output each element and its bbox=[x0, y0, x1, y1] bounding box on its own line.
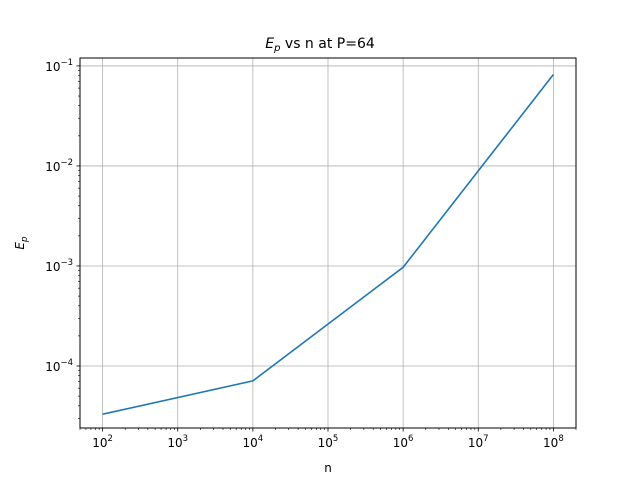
y-tick-label: 10−1 bbox=[45, 58, 73, 74]
y-tick-label: 10−4 bbox=[45, 358, 73, 374]
chart-title: Ep vs n at P=64 bbox=[265, 36, 375, 54]
y-tick-label: 10−2 bbox=[45, 158, 73, 174]
x-axis-label: n bbox=[324, 461, 332, 475]
x-tick-label: 103 bbox=[167, 434, 188, 450]
x-tick-label: 106 bbox=[393, 434, 414, 450]
grid bbox=[80, 58, 576, 428]
y-tick-label: 10−3 bbox=[45, 258, 73, 274]
x-tick-label: 108 bbox=[543, 434, 564, 450]
y-axis-ticks: 10−4 10−3 10−2 10−1 bbox=[45, 58, 80, 419]
x-tick-label: 104 bbox=[243, 434, 264, 450]
x-tick-label: 102 bbox=[92, 434, 113, 450]
series-line bbox=[102, 74, 555, 415]
x-axis-ticks: 102 103 104 105 106 107 108 bbox=[79, 428, 577, 450]
y-axis-label: Ep bbox=[13, 236, 30, 250]
x-tick-label: 107 bbox=[468, 434, 489, 450]
x-tick-label: 105 bbox=[318, 434, 339, 450]
series-group bbox=[102, 74, 555, 415]
